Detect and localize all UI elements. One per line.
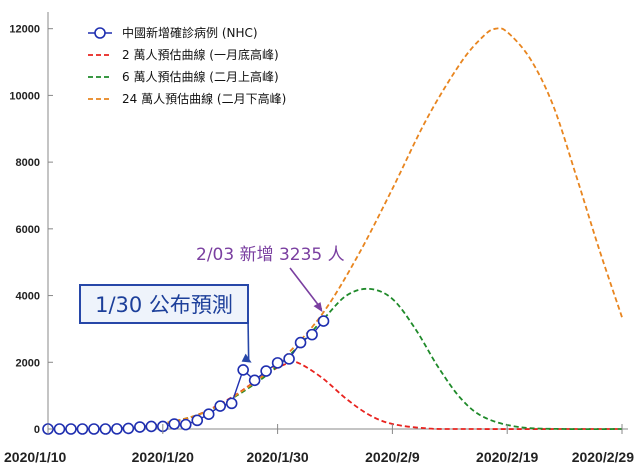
legend-label: 24 萬人預估曲線 (二月下高峰) xyxy=(122,91,286,106)
tick-layer: 0 2000 4000 6000 8000 10000 12000 2020/1/10 2020… xyxy=(4,24,634,465)
y-tick-label: 0 xyxy=(34,424,40,436)
annotation-arrow xyxy=(289,267,323,310)
data-point xyxy=(202,408,215,420)
x-tick-label: 2020/2/9 xyxy=(365,449,420,465)
legend-label: 2 萬人預估曲線 (一月底高峰) xyxy=(122,47,279,62)
data-point xyxy=(294,336,307,349)
data-point xyxy=(134,421,146,433)
data-point xyxy=(214,400,226,412)
series-line-1 xyxy=(47,360,623,430)
y-tick-label: 6000 xyxy=(16,224,40,236)
legend-label: 中國新增確診病例 (NHC) xyxy=(122,25,258,40)
annotation-arrowhead xyxy=(313,302,323,313)
x-tick-label: 2020/1/20 xyxy=(132,449,194,465)
data-point xyxy=(248,374,261,387)
data-point xyxy=(122,422,135,435)
annotation-label: 1/30 公布預測 xyxy=(95,293,233,317)
data-point xyxy=(317,315,330,327)
data-point xyxy=(260,365,272,377)
legend-swatch-marker xyxy=(94,27,106,39)
data-point xyxy=(225,397,238,410)
data-point xyxy=(76,423,89,435)
data-point xyxy=(53,423,66,435)
legend: 中國新增確診病例 (NHC) 2 萬人預估曲線 (一月底高峰) 6 萬人預估曲線 (… xyxy=(88,25,286,106)
data-point xyxy=(168,418,181,430)
data-point xyxy=(111,423,123,435)
legend-label: 6 萬人預估曲線 (二月上高峰) xyxy=(122,69,279,84)
series-layer xyxy=(47,27,623,431)
data-point xyxy=(179,418,192,431)
annotation-arrow xyxy=(247,316,250,360)
y-tick-label: 4000 xyxy=(16,291,40,303)
series-line-0 xyxy=(48,320,325,430)
y-tick-label: 12000 xyxy=(9,24,40,36)
data-point xyxy=(191,414,204,427)
data-point xyxy=(99,423,112,435)
data-point xyxy=(88,423,100,435)
data-point xyxy=(283,353,295,365)
annotation-arrowhead xyxy=(241,353,252,363)
x-tick-label: 2020/2/19 xyxy=(476,449,538,465)
data-point xyxy=(306,328,318,341)
y-tick-label: 8000 xyxy=(16,157,40,169)
y-tick-label: 10000 xyxy=(9,90,40,102)
x-tick-label: 2020/2/29 xyxy=(572,449,634,465)
series-line-2 xyxy=(47,287,623,431)
x-tick-label: 2020/1/10 xyxy=(4,449,66,465)
data-point xyxy=(65,423,77,435)
y-tick-label: 2000 xyxy=(16,357,40,369)
x-tick-label: 2020/1/30 xyxy=(246,449,308,465)
data-point xyxy=(145,420,158,433)
annotations: 2/03 新增 3235 人 1/30 公布預測 xyxy=(79,245,345,363)
series-line-3 xyxy=(47,27,623,430)
marker-layer xyxy=(42,315,330,435)
data-point xyxy=(271,357,284,369)
annotation-label: 2/03 新增 3235 人 xyxy=(196,245,345,265)
data-point xyxy=(237,364,249,376)
annotation-box xyxy=(79,284,249,324)
